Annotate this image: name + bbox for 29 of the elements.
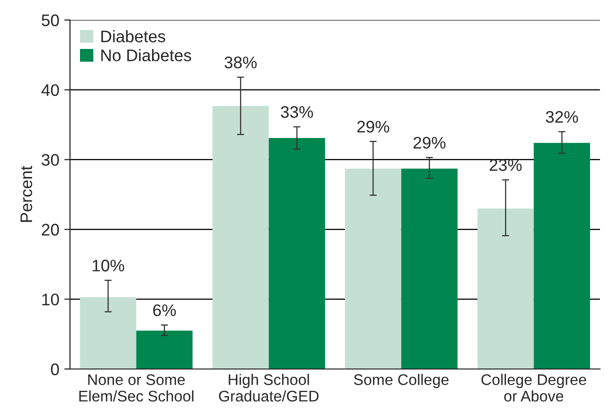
data-label: 10% [92,260,124,272]
y-tick-label: 10 [42,294,59,306]
legend-label: Diabetes [101,30,166,42]
bar [477,208,534,369]
x-tick-label: Some College [354,374,449,388]
bar [212,106,269,369]
data-label: 23% [490,159,522,171]
data-label: 33% [280,106,313,118]
data-label: 32% [546,111,578,123]
x-tick-label: None or Some Elem/Sec School [79,374,194,402]
data-label: 38% [224,56,257,68]
x-tick-label: College Degree or Above [481,374,586,402]
bar [534,142,590,369]
bar [401,168,458,369]
bar [344,168,402,369]
data-label: 29% [357,120,390,133]
legend-label: No Diabetes [101,49,192,62]
data-label: 6% [153,304,176,316]
y-tick-label: 30 [42,154,59,166]
y-tick-label: 50 [42,14,59,26]
y-axis-title: Percent [20,166,32,222]
y-tick-label: 40 [41,84,59,96]
x-tick-label: High School Graduate/GED [218,374,319,402]
y-tick-label: 20 [42,224,59,236]
bar [80,297,136,369]
bar [136,330,193,369]
bar [268,138,326,369]
y-tick-label: 0 [50,363,59,376]
data-label: 29% [414,136,446,149]
